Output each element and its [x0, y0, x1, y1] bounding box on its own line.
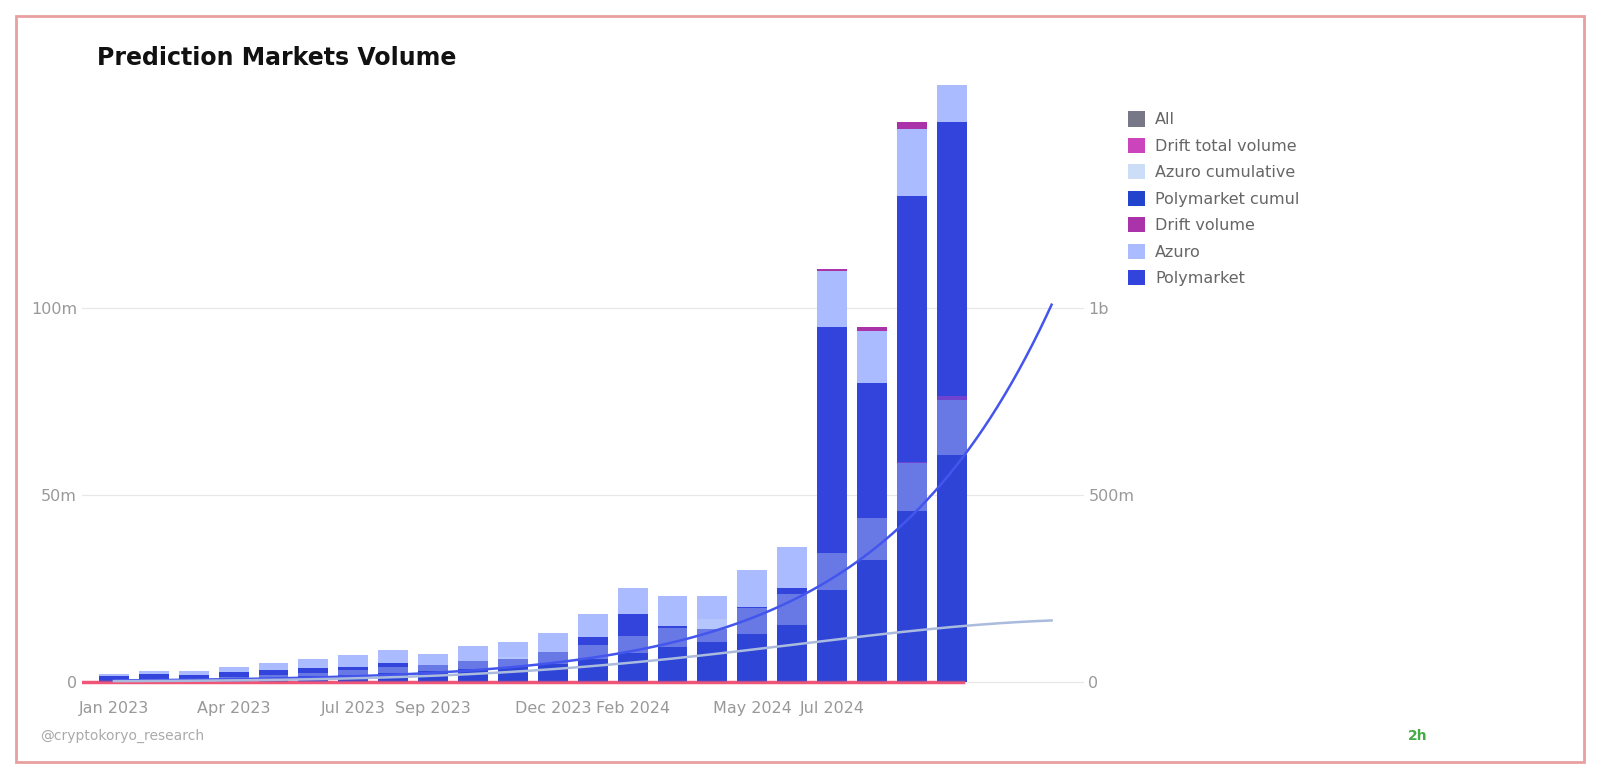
Bar: [378, 668, 408, 673]
Bar: [858, 383, 886, 682]
Bar: [618, 653, 648, 682]
Bar: [738, 634, 768, 682]
Bar: [898, 129, 926, 197]
Bar: [738, 608, 768, 634]
Bar: [219, 667, 248, 672]
Bar: [698, 642, 728, 682]
Bar: [338, 655, 368, 667]
Bar: [179, 671, 208, 675]
Text: Prediction Markets Volume: Prediction Markets Volume: [98, 46, 456, 70]
Bar: [618, 588, 648, 615]
Bar: [858, 331, 886, 383]
Bar: [858, 560, 886, 682]
Bar: [299, 659, 328, 668]
Bar: [179, 679, 208, 682]
Bar: [898, 461, 926, 463]
Bar: [418, 664, 448, 671]
Bar: [139, 671, 168, 674]
Bar: [938, 397, 966, 400]
Bar: [938, 400, 966, 455]
Bar: [338, 675, 368, 682]
Bar: [858, 327, 886, 331]
Bar: [179, 675, 208, 682]
Bar: [259, 678, 288, 682]
Bar: [498, 659, 528, 682]
Bar: [458, 646, 488, 661]
Bar: [378, 673, 408, 682]
Bar: [458, 661, 488, 682]
Bar: [618, 636, 648, 653]
Bar: [139, 674, 168, 682]
Bar: [219, 672, 248, 682]
Bar: [658, 626, 688, 682]
Bar: [498, 667, 528, 682]
Bar: [99, 674, 130, 676]
Bar: [299, 676, 328, 682]
Text: 2h: 2h: [1408, 729, 1427, 743]
Bar: [299, 673, 328, 676]
Bar: [778, 625, 806, 682]
Bar: [259, 675, 288, 678]
Bar: [698, 619, 728, 642]
Bar: [259, 671, 288, 682]
Bar: [898, 463, 926, 511]
Bar: [418, 654, 448, 664]
Bar: [738, 607, 768, 682]
Bar: [538, 664, 568, 682]
Bar: [898, 197, 926, 682]
Bar: [778, 547, 806, 588]
Bar: [458, 661, 488, 669]
Bar: [538, 652, 568, 682]
Bar: [938, 122, 966, 682]
Bar: [378, 650, 408, 663]
Bar: [658, 647, 688, 682]
Bar: [418, 664, 448, 682]
Bar: [99, 676, 130, 682]
Bar: [698, 596, 728, 629]
Legend: All, Drift total volume, Azuro cumulative, Polymarket cumul, Drift volume, Azuro: All, Drift total volume, Azuro cumulativ…: [1122, 105, 1306, 293]
Bar: [578, 636, 608, 682]
Bar: [538, 633, 568, 652]
Bar: [219, 678, 248, 682]
Bar: [578, 615, 608, 636]
Bar: [498, 643, 528, 659]
Bar: [538, 652, 568, 664]
Bar: [818, 590, 846, 682]
Bar: [938, 455, 966, 682]
Bar: [139, 680, 168, 682]
Bar: [898, 511, 926, 682]
Bar: [578, 660, 608, 682]
Bar: [898, 122, 926, 129]
Bar: [698, 629, 728, 682]
Bar: [738, 569, 768, 607]
Bar: [818, 327, 846, 682]
Bar: [219, 677, 248, 678]
Bar: [938, 29, 966, 47]
Bar: [418, 671, 448, 682]
Bar: [778, 594, 806, 625]
Bar: [378, 663, 408, 682]
Bar: [618, 615, 648, 682]
Bar: [458, 669, 488, 682]
Bar: [338, 667, 368, 682]
Text: @cryptokoryo_research: @cryptokoryo_research: [40, 729, 205, 743]
Bar: [658, 596, 688, 626]
Bar: [818, 553, 846, 590]
Bar: [818, 271, 846, 327]
Bar: [818, 269, 846, 271]
Bar: [778, 588, 806, 682]
Bar: [858, 518, 886, 560]
Bar: [578, 646, 608, 660]
Bar: [498, 657, 528, 667]
Bar: [658, 628, 688, 647]
Bar: [179, 678, 208, 679]
Bar: [299, 668, 328, 682]
Bar: [938, 47, 966, 122]
Bar: [338, 671, 368, 675]
Bar: [259, 663, 288, 671]
